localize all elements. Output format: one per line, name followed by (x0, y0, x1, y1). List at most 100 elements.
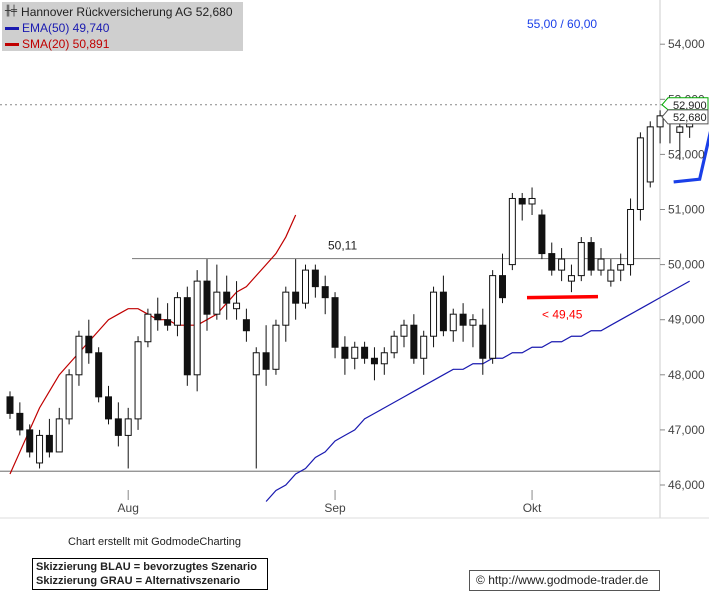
candle-body (203, 280, 211, 315)
x-tick-label: Okt (523, 501, 542, 515)
candle-body (528, 197, 536, 205)
y-tick-label: 52,000 (668, 147, 705, 161)
candle-body (321, 286, 329, 299)
candle-body (233, 302, 241, 310)
ema-line (265, 280, 690, 502)
candle-body (134, 341, 142, 420)
x-tick-label: Sep (324, 501, 346, 515)
x-axis: Aug Sep Okt (118, 490, 542, 515)
candle-body (85, 335, 93, 354)
y-tick-label: 47,000 (668, 423, 705, 437)
reference-lines: 50,11 (0, 104, 709, 472)
candle-body (518, 197, 526, 205)
candle-body (597, 258, 605, 271)
y-axis: 46,000 47,000 48,000 49,000 50,000 51,000 52,0… (660, 37, 705, 492)
ema-swatch (5, 26, 19, 30)
candle-body (124, 418, 132, 436)
legend-sma-row: SMA(20) 50,891 (5, 36, 243, 52)
candle-body (213, 291, 221, 315)
candle-body (607, 269, 615, 282)
candle-body (252, 352, 260, 376)
y-tick-label: 51,000 (668, 203, 705, 217)
target-label: 55,00 / 60,00 (527, 17, 597, 31)
candle-body (193, 280, 201, 376)
website-link[interactable]: © http://www.godmode-trader.de (469, 570, 660, 591)
candle-body (351, 346, 359, 359)
candle-body (242, 319, 250, 332)
candle-body (430, 291, 438, 337)
candle-body (282, 291, 290, 326)
website-url[interactable]: http://www.godmode-trader.de (488, 573, 649, 587)
candle-body (292, 291, 300, 304)
candle-body (223, 291, 231, 304)
candle-body (617, 264, 625, 271)
chart-credit: Chart erstellt mit GodmodeCharting (68, 536, 242, 548)
candle-body (105, 396, 112, 420)
price-badge-last-text: 52,680 (673, 112, 707, 124)
candle-body (390, 335, 398, 354)
x-tick-label: Aug (118, 501, 139, 515)
y-tick-label: 46,000 (668, 478, 705, 492)
candle-body (627, 209, 635, 266)
legend-box: ╫╪ Hannover Rückversicherung AG 52,680 E… (2, 2, 243, 51)
candle-body (656, 115, 664, 128)
candle-body (36, 434, 44, 464)
candle-body (272, 324, 280, 370)
candle-body (55, 418, 63, 453)
candle-body (6, 396, 14, 414)
sma-line (9, 214, 297, 475)
candle-body (370, 357, 378, 365)
candle-body (26, 429, 34, 453)
candle-body (65, 374, 73, 420)
candle-body (587, 242, 595, 271)
target-arrow-line (673, 130, 709, 184)
candle-body (262, 352, 270, 370)
resistance-label: 50,11 (328, 239, 357, 253)
legend-title: Hannover Rückversicherung AG 52,680 (21, 5, 233, 19)
price-badge-high (661, 97, 709, 111)
scenario-note-blue: Skizzierung BLAU = bevorzugtes Szenario (36, 561, 257, 573)
legend-ema-row: EMA(50) 49,740 (5, 20, 243, 36)
candle-body (558, 258, 566, 271)
candle-body (154, 313, 162, 321)
candle-body (95, 352, 103, 398)
ema-series (265, 280, 690, 502)
candle-body (538, 214, 546, 255)
stop-line (526, 294, 599, 300)
scenario-note-grey: Skizzierung GRAU = Alternativszenario (36, 575, 241, 587)
price-badge-last (661, 109, 709, 125)
y-tick-label: 54,000 (668, 37, 705, 51)
sma-swatch (5, 42, 19, 46)
scenario-notes: Skizzierung BLAU = bevorzugtes Szenario … (32, 558, 268, 590)
candle-body (75, 335, 83, 376)
candle-body (439, 291, 447, 332)
candle-body (302, 269, 309, 304)
candle-body (459, 313, 467, 326)
candle-body (114, 418, 122, 436)
copyright-icon: © (476, 573, 485, 587)
candle-body (469, 319, 477, 326)
candle-body (380, 352, 388, 365)
y-tick-label: 48,000 (668, 368, 705, 382)
scenario-drawings: 55,00 / 60,00 < 49,45 (526, 17, 709, 322)
candle-body (420, 335, 428, 359)
candle-body (449, 313, 457, 332)
candle-body (144, 313, 152, 343)
candle-body (646, 126, 654, 183)
candle-body (16, 412, 24, 431)
stop-label: < 49,45 (542, 308, 583, 322)
candle-body (45, 434, 53, 453)
candle-body (577, 242, 585, 277)
candle-body (331, 297, 339, 348)
y-tick-label: 49,000 (668, 313, 705, 327)
legend-ema-label: EMA(50) 49,740 (22, 21, 110, 35)
price-badge-high-text: 52,900 (673, 100, 707, 112)
candle-body (173, 297, 181, 326)
candle-body (636, 137, 644, 210)
candle-body (508, 197, 516, 266)
candle-body (400, 324, 408, 337)
candle-body (410, 324, 418, 359)
candle-body (311, 269, 319, 288)
